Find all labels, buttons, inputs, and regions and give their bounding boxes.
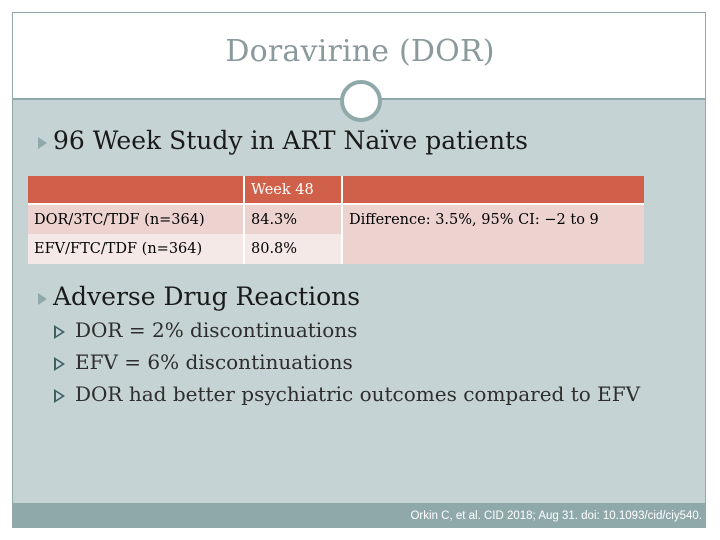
sub-bullet-text: EFV = 6% discontinuations [75,350,353,374]
bullet-adverse-text: Adverse Drug Reactions [53,282,361,311]
table-header-row: Week 48 [28,176,644,205]
hollow-arrow-icon [54,356,65,371]
table-cell: EFV/FTC/TDF (n=364) [28,234,244,264]
hollow-arrow-icon [54,324,65,339]
sub-bullet-text: DOR = 2% discontinuations [75,318,358,342]
results-table: Week 48 DOR/3TC/TDF (n=364) 84.3% Differ… [28,176,644,264]
sub-bullet-text: DOR had better psychiatric outcomes comp… [75,382,641,406]
table-cell: 84.3% [243,204,343,234]
table-cell: Difference: 3.5%, 95% CI: −2 to 9 [342,204,644,234]
table-row: EFV/FTC/TDF (n=364) 80.8% [28,234,644,264]
sub-bullet: EFV = 6% discontinuations [54,350,353,374]
citation: Orkin C, et al. CID 2018; Aug 31. doi: 1… [410,510,702,522]
slide-title: Doravirine (DOR) [225,34,495,69]
divider-ring-ornament [340,80,382,122]
table-row: DOR/3TC/TDF (n=364) 84.3% Difference: 3.… [28,204,644,234]
sub-bullet: DOR = 2% discontinuations [54,318,357,342]
bullet-adverse: Adverse Drug Reactions [38,282,360,311]
bullet-arrow-icon [38,292,47,305]
table-header-cell [342,176,644,205]
table-header-cell [28,176,244,205]
bullet-study-text: 96 Week Study in ART Naïve patients [53,126,528,155]
table-cell: 80.8% [243,234,343,264]
footer-bar [13,503,705,527]
hollow-arrow-icon [54,388,65,403]
bullet-study: 96 Week Study in ART Naïve patients [38,126,528,155]
sub-bullet: DOR had better psychiatric outcomes comp… [54,382,640,406]
table-cell: DOR/3TC/TDF (n=364) [28,204,244,234]
ring-inner [350,90,372,112]
table-header-cell: Week 48 [243,176,343,205]
bullet-arrow-icon [38,136,47,149]
table-cell [342,234,644,264]
